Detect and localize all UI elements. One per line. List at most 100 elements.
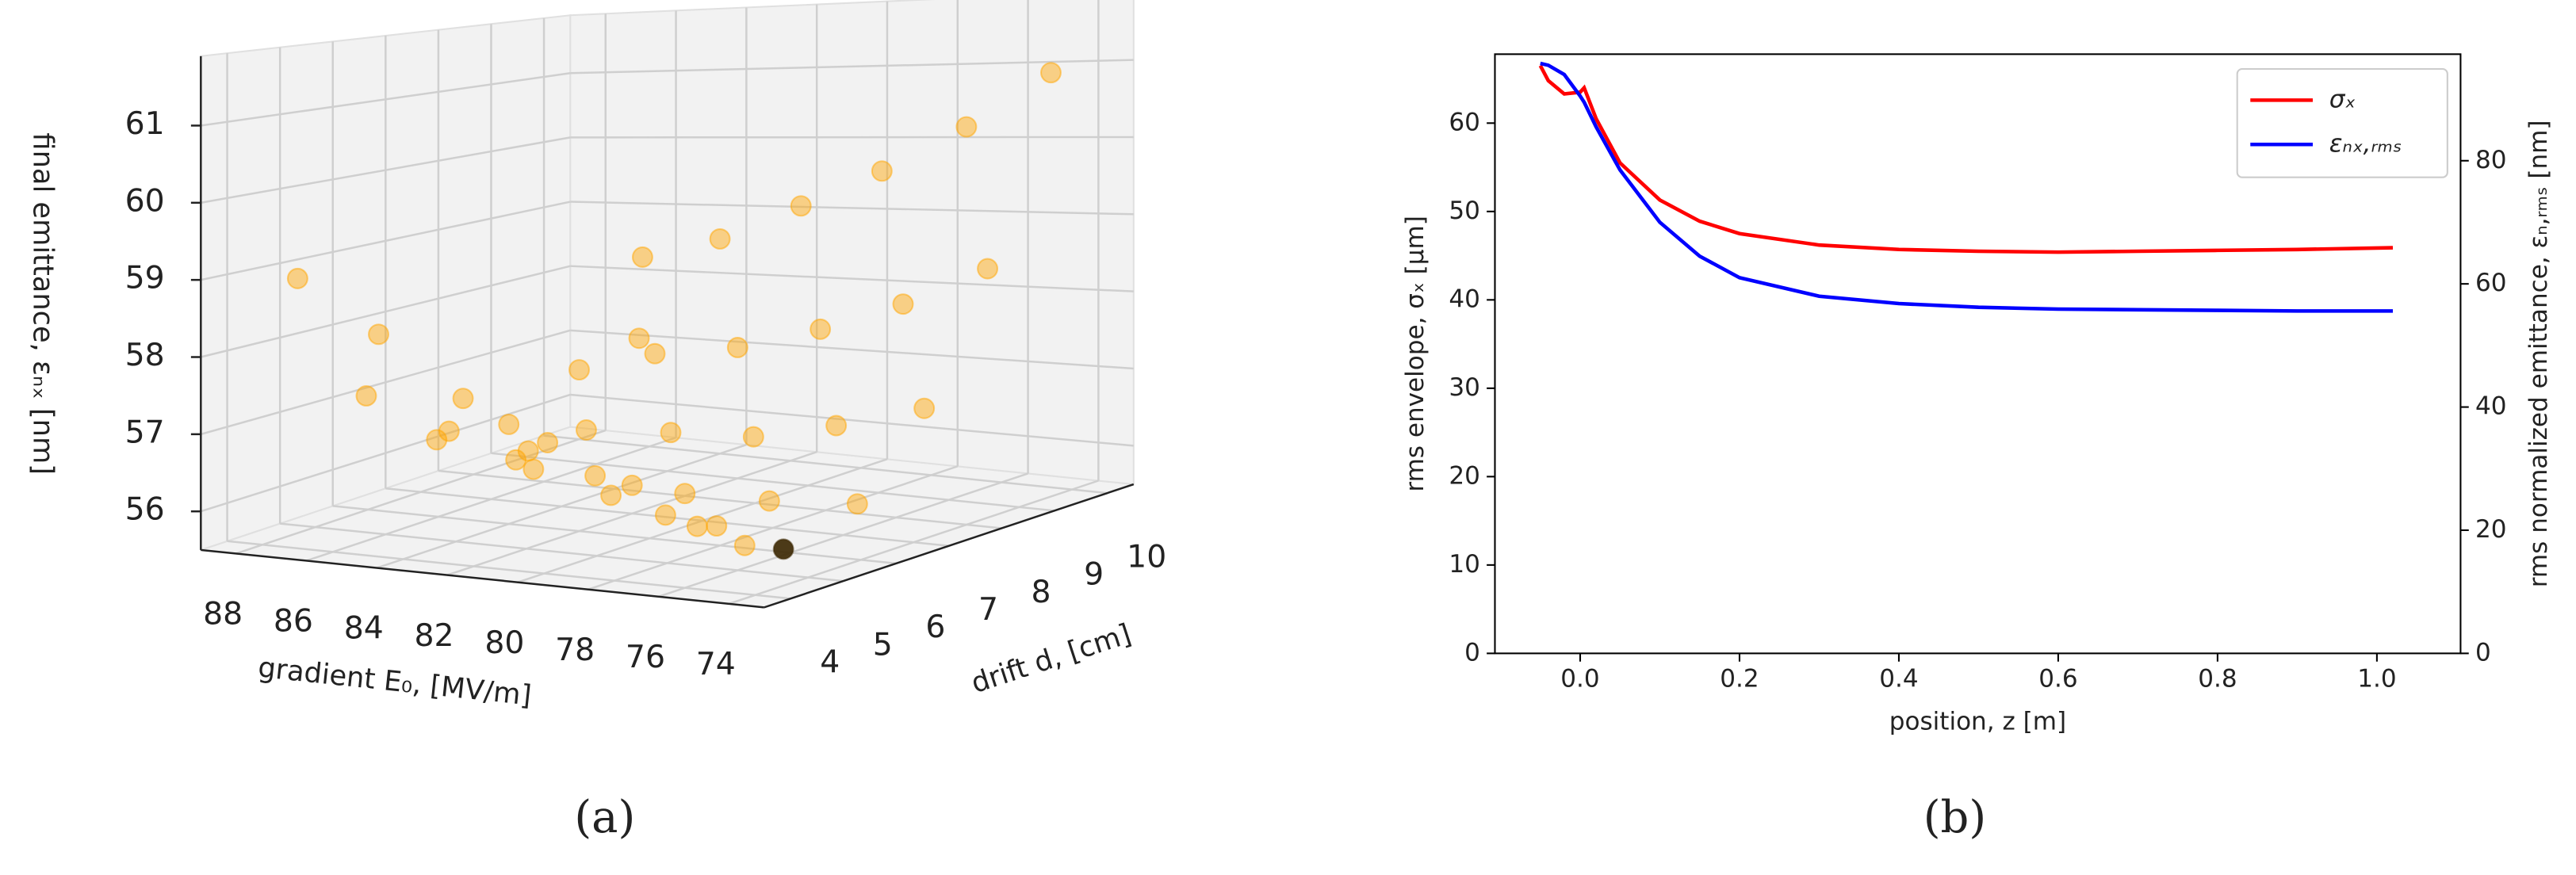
scatter-point [438, 420, 460, 442]
scatter-point [709, 227, 731, 250]
scatter-point [955, 116, 978, 138]
grid-line [543, 434, 1108, 495]
y2-axis-label: rms normalized emittance, εₙ,ᵣₘₛ [nm] [2524, 120, 2553, 587]
scatter-point [686, 515, 708, 537]
grid-line [227, 540, 791, 600]
x-tick-label: 1.0 [2357, 665, 2396, 694]
y-tick-label: 0 [1464, 638, 1480, 667]
scatter-point [726, 337, 748, 358]
y-tick-label: 60 [1449, 108, 1480, 136]
line-series [1540, 61, 2393, 313]
scatter-point [674, 483, 696, 505]
scatter-point [621, 474, 643, 496]
grid-line [280, 522, 844, 583]
scatter-point [537, 432, 559, 453]
x-tick-label: 0.4 [1879, 665, 1918, 694]
grid-line [438, 469, 1002, 529]
y-tick-label: 9 [1084, 556, 1104, 593]
panel-label: (a) [574, 792, 635, 843]
scatter-point [286, 267, 308, 289]
x-tick-label: 76 [626, 639, 665, 675]
scatter-point [517, 440, 539, 462]
scatter-point [758, 490, 780, 512]
z-tick-label: 60 [125, 182, 165, 219]
scatter-point [733, 534, 756, 556]
x-axis [201, 548, 764, 609]
scatter-point [846, 493, 868, 515]
grid-line [201, 265, 571, 358]
x-tick-label: 88 [203, 596, 243, 632]
y-axis-label: drift d, [cm] [967, 617, 1135, 700]
plot-frame [1494, 53, 2462, 655]
line-plot: 0.0 0.2 0.4 0.6 0.8 1.0 0 10 20 30 40 50 60 0 20 40 60 80… [1401, 53, 2553, 736]
y-tick-label: 6 [925, 609, 945, 645]
grid-line [201, 136, 571, 204]
panel-label: (b) [1923, 792, 1986, 843]
scatter-point [575, 419, 597, 441]
grid-line [570, 329, 1134, 370]
y-tick-label: 20 [1449, 461, 1480, 490]
scatter-point [706, 515, 728, 537]
scatter-point [368, 323, 389, 346]
x-tick-label: 78 [555, 632, 595, 668]
scatter-point [772, 538, 794, 560]
scatter-point [452, 388, 474, 410]
scatter-point [892, 293, 914, 315]
scatter-point [790, 195, 812, 217]
scatter-point [742, 426, 764, 448]
scatter-point [426, 429, 448, 451]
scatter-point [631, 246, 653, 268]
legend-label: εₙₓ,ᵣₘₛ [2329, 129, 2402, 158]
scatter-point [584, 464, 607, 487]
legend-label: σₓ [2329, 85, 2356, 113]
x-tick-label: 0.8 [2198, 665, 2237, 694]
scatter-point [654, 504, 676, 526]
x-tick-label: 0.6 [2038, 665, 2077, 694]
scatter-point [568, 359, 590, 381]
x-tick-label: 74 [696, 646, 736, 682]
y2-tick-label: 80 [2475, 146, 2507, 174]
x-tick-label: 0.0 [1560, 665, 1599, 694]
scatter-point [355, 385, 377, 407]
legend-box [2236, 67, 2448, 178]
z-tick-label: 57 [125, 414, 165, 450]
grid-line [201, 72, 571, 127]
y-tick-label: 30 [1449, 373, 1480, 402]
z-tick-label: 61 [125, 105, 165, 142]
grid-line [200, 329, 571, 436]
y2-tick-label: 60 [2475, 269, 2507, 297]
grid-line [570, 59, 1134, 75]
x-tick-label: 84 [344, 610, 384, 647]
scatter-point [913, 397, 936, 419]
scatter-point [600, 484, 622, 506]
x-tick-label: 86 [274, 603, 313, 640]
grid-line [332, 505, 897, 565]
scatter-point [977, 258, 999, 280]
x-tick-label: 82 [415, 617, 454, 654]
y-tick-label: 10 [1127, 538, 1166, 575]
y-tick-label: 7 [978, 591, 998, 628]
y2-tick-label: 40 [2475, 392, 2507, 421]
grid-line [201, 201, 571, 281]
grid-line [491, 452, 1055, 512]
z-tick-label: 58 [125, 337, 165, 373]
grid-line [385, 487, 949, 547]
grid-line [570, 393, 1134, 447]
y-tick-label: 40 [1449, 285, 1480, 313]
z-axis-label: final emittance, εₙₓ [nm] [26, 132, 59, 475]
back-pane [569, 0, 1135, 486]
y2-tick-label: 0 [2475, 638, 2491, 667]
y-tick-label: 10 [1449, 550, 1480, 579]
y-tick-label: 4 [820, 644, 840, 681]
scatter-point [871, 160, 893, 182]
y-tick-label: 8 [1032, 574, 1051, 610]
y-axis [764, 483, 1135, 609]
scatter-point [644, 342, 666, 365]
z-tick-label: 59 [125, 260, 165, 296]
y-tick-label: 50 [1449, 197, 1480, 225]
y-tick-label: 5 [873, 626, 893, 663]
z-tick-label: 56 [125, 491, 165, 528]
x-tick-label: 80 [484, 625, 524, 661]
